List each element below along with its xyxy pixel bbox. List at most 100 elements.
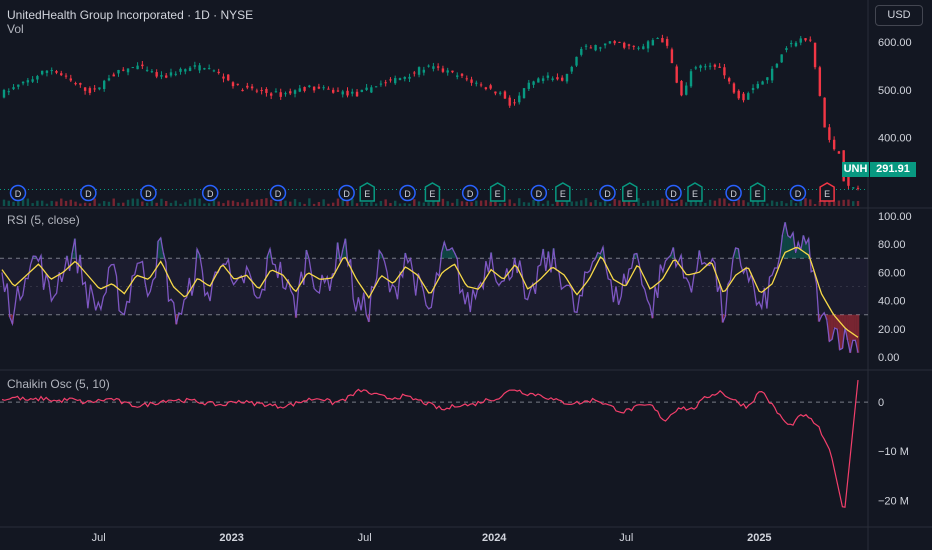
volume-bar (818, 201, 822, 206)
candle-body (837, 151, 841, 154)
candle-body (265, 89, 268, 93)
candle-body (675, 66, 678, 83)
volume-bar (804, 198, 807, 206)
volume-bar (718, 198, 721, 206)
volume-bar (107, 201, 111, 206)
event-letter: D (730, 189, 737, 199)
dividend-marker: D (530, 184, 548, 202)
candle-body (231, 82, 235, 87)
volume-bar (518, 198, 521, 206)
volume-bar (651, 200, 655, 206)
volume-bar (389, 202, 392, 206)
candle-body (227, 74, 230, 81)
volume-bar (503, 202, 507, 206)
event-letter: E (755, 189, 761, 199)
candle-body (561, 77, 564, 81)
volume-bar (312, 203, 316, 206)
volume-bar (174, 200, 177, 206)
volume-bar (346, 199, 349, 206)
candle-body (98, 87, 101, 90)
candle-body (417, 67, 421, 75)
candle-body (184, 69, 187, 72)
candle-body (331, 89, 335, 93)
candle-body (756, 83, 760, 89)
volume-bar (150, 200, 154, 206)
candle-body (465, 78, 468, 80)
volume-bar (661, 198, 664, 206)
candle-body (809, 39, 812, 41)
candle-body (794, 42, 798, 47)
candle-body (107, 78, 111, 81)
volume-bar (513, 203, 516, 206)
dividend-circle (80, 184, 97, 202)
candle-body (489, 85, 492, 89)
volume-bar (308, 198, 311, 206)
candle-body (112, 74, 115, 77)
volume-bar (403, 203, 406, 206)
earnings-marker: E (749, 182, 766, 202)
event-letter: E (627, 189, 633, 199)
volume-bar (689, 200, 693, 206)
candle-body (327, 88, 330, 90)
volume-bar (522, 202, 526, 206)
candle-body (694, 67, 697, 69)
dividend-circle (599, 184, 616, 202)
candle-body (813, 42, 817, 68)
event-letter: E (824, 189, 830, 199)
volume-bar (432, 201, 435, 206)
dividend-circle (530, 184, 548, 202)
candle-body (770, 68, 774, 81)
candle-body (222, 76, 225, 79)
candle-body (169, 72, 173, 76)
volume-bar (227, 200, 230, 206)
candle-body (522, 88, 526, 99)
volume-bar (756, 201, 760, 206)
candle-body (408, 76, 411, 79)
volume-bar (269, 199, 273, 206)
candle-body (198, 65, 201, 71)
volume-bar (355, 203, 359, 206)
volume-bar (60, 198, 63, 206)
volume-bar (704, 202, 707, 206)
dividend-marker: D (80, 184, 97, 202)
volume-label: Vol (7, 22, 24, 36)
candle-body (241, 89, 244, 92)
candle-body (747, 93, 750, 100)
candle-body (298, 88, 301, 92)
volume-bar (594, 200, 597, 206)
volume-bar (508, 199, 511, 206)
volume-bar (217, 201, 220, 206)
candle-body (446, 70, 449, 73)
volume-bar (770, 200, 774, 206)
volume-bar (589, 202, 593, 206)
event-letter: E (429, 189, 435, 199)
volume-bar (98, 203, 101, 206)
candle-body (656, 38, 659, 40)
candle-body (718, 66, 721, 68)
volume-bar (532, 199, 535, 206)
volume-bar (236, 202, 239, 206)
candle-body (704, 66, 707, 68)
volume-bar (413, 199, 416, 206)
earnings-shape (555, 182, 571, 202)
candle-body (475, 82, 478, 84)
candle-body (670, 49, 674, 64)
dividend-circle (665, 184, 682, 202)
candle-body (394, 78, 397, 84)
volume-bar (580, 200, 583, 206)
candle-body (403, 76, 406, 79)
candle-body (413, 72, 416, 74)
candle-body (751, 87, 755, 90)
candle-body (384, 82, 387, 84)
volume-bar (708, 199, 712, 206)
candle-body (570, 66, 573, 72)
volume-bar (646, 200, 650, 206)
candle-body (508, 97, 511, 106)
candle-body (255, 90, 259, 92)
candle-body (727, 78, 731, 82)
volume-bar (537, 199, 540, 206)
candle-body (551, 78, 554, 80)
currency-button[interactable]: USD (875, 5, 923, 26)
candle-body (761, 81, 764, 85)
time-axis-label: Jul (619, 532, 633, 544)
